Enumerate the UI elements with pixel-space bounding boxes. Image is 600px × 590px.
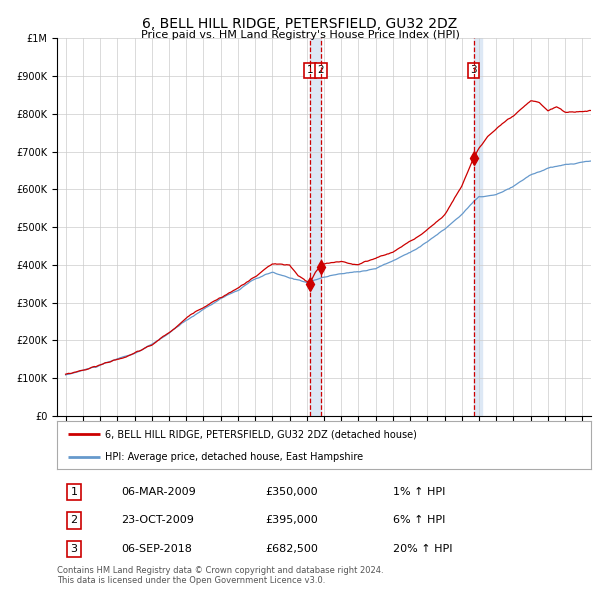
Text: 1: 1	[307, 65, 313, 76]
Text: 2: 2	[317, 65, 324, 76]
Text: Price paid vs. HM Land Registry's House Price Index (HPI): Price paid vs. HM Land Registry's House …	[140, 30, 460, 40]
Text: 1% ↑ HPI: 1% ↑ HPI	[394, 487, 446, 497]
Text: Contains HM Land Registry data © Crown copyright and database right 2024.: Contains HM Land Registry data © Crown c…	[57, 566, 383, 575]
Text: 23-OCT-2009: 23-OCT-2009	[121, 516, 194, 526]
Bar	[473, 38, 482, 416]
Bar	[310, 38, 321, 416]
Text: 06-MAR-2009: 06-MAR-2009	[121, 487, 196, 497]
Text: 06-SEP-2018: 06-SEP-2018	[121, 544, 192, 554]
Text: 6, BELL HILL RIDGE, PETERSFIELD, GU32 2DZ (detached house): 6, BELL HILL RIDGE, PETERSFIELD, GU32 2D…	[105, 429, 417, 439]
Text: This data is licensed under the Open Government Licence v3.0.: This data is licensed under the Open Gov…	[57, 576, 325, 585]
Text: 6, BELL HILL RIDGE, PETERSFIELD, GU32 2DZ: 6, BELL HILL RIDGE, PETERSFIELD, GU32 2D…	[142, 17, 458, 31]
Text: £350,000: £350,000	[265, 487, 318, 497]
Text: 3: 3	[71, 544, 77, 554]
Text: 1: 1	[71, 487, 77, 497]
Text: 6% ↑ HPI: 6% ↑ HPI	[394, 516, 446, 526]
Text: HPI: Average price, detached house, East Hampshire: HPI: Average price, detached house, East…	[105, 452, 363, 462]
Text: 20% ↑ HPI: 20% ↑ HPI	[394, 544, 453, 554]
Text: £395,000: £395,000	[265, 516, 318, 526]
Text: £682,500: £682,500	[265, 544, 318, 554]
Text: 3: 3	[470, 65, 477, 76]
Text: 2: 2	[71, 516, 77, 526]
